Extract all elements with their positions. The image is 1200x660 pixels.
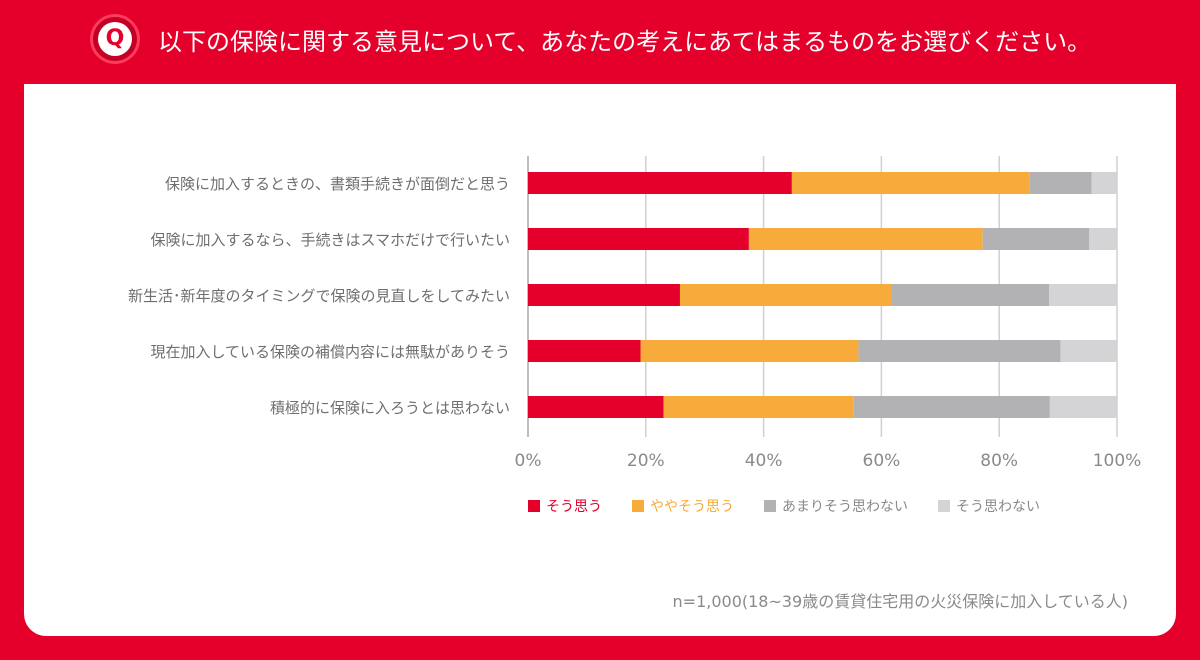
legend-swatch xyxy=(938,500,950,512)
legend-label: そう思わない xyxy=(956,499,1040,515)
legend-item: ややそう思う xyxy=(632,496,734,516)
x-tick-label: 80% xyxy=(980,451,1018,471)
legend-item: そう思わない xyxy=(938,496,1040,516)
bar-segment xyxy=(1091,172,1117,194)
bar-segment xyxy=(528,228,749,250)
bar-segment xyxy=(1029,172,1092,194)
chart-legend: そう思う ややそう思う あまりそう思わない そう思わない xyxy=(528,496,1070,516)
bar-segment xyxy=(1060,340,1117,362)
category-label: 積極的に保険に入ろうとは思わない xyxy=(270,399,510,417)
bar-segment xyxy=(858,340,1061,362)
sample-note: n=1,000(18~39歳の賃貸住宅用の火災保険に加入している人) xyxy=(672,592,1128,611)
header: Q 以下の保険に関する意見について、あなたの考えにあてはまるものをお選びください… xyxy=(0,0,1200,84)
bar-segment xyxy=(663,396,854,418)
x-tick-label: 0% xyxy=(515,451,542,471)
legend-label: ややそう思う xyxy=(650,499,734,515)
bar-segment xyxy=(791,172,1030,194)
bar-segment xyxy=(640,340,859,362)
question-badge-icon: Q xyxy=(90,14,140,64)
bar-segment xyxy=(1089,228,1117,250)
bar-segment xyxy=(679,284,893,306)
category-label: 保険に加入するなら、手続きはスマホだけで行いたい xyxy=(150,231,510,249)
bar-segment xyxy=(528,172,792,194)
bar-segment xyxy=(982,228,1090,250)
bar-segment xyxy=(528,396,664,418)
legend-swatch xyxy=(764,500,776,512)
legend-swatch xyxy=(632,500,644,512)
bar-segment xyxy=(1049,284,1117,306)
bar-segment xyxy=(748,228,983,250)
legend-item: そう思う xyxy=(528,496,602,516)
legend-label: あまりそう思わない xyxy=(782,499,908,515)
question-badge-letter: Q xyxy=(98,22,132,56)
bar-segment xyxy=(853,396,1050,418)
legend-swatch xyxy=(528,500,540,512)
bar-segment xyxy=(528,340,641,362)
legend-item: あまりそう思わない xyxy=(764,496,908,516)
bar-segment xyxy=(1049,396,1117,418)
x-tick-label: 60% xyxy=(863,451,901,471)
question-title: 以下の保険に関する意見について、あなたの考えにあてはまるものをお選びください。 xyxy=(158,28,1092,56)
bar-segment xyxy=(528,284,680,306)
category-label: 保険に加入するときの、書類手続きが面倒だと思う xyxy=(165,175,510,193)
x-tick-label: 40% xyxy=(745,451,783,471)
legend-label: そう思う xyxy=(546,499,602,515)
category-label: 現在加入している保険の補償内容には無駄がありそう xyxy=(150,343,510,361)
bar-segment xyxy=(892,284,1050,306)
category-label: 新生活･新年度のタイミングで保険の見直しをしてみたい xyxy=(128,287,510,305)
x-tick-label: 100% xyxy=(1093,451,1142,471)
x-tick-label: 20% xyxy=(627,451,665,471)
